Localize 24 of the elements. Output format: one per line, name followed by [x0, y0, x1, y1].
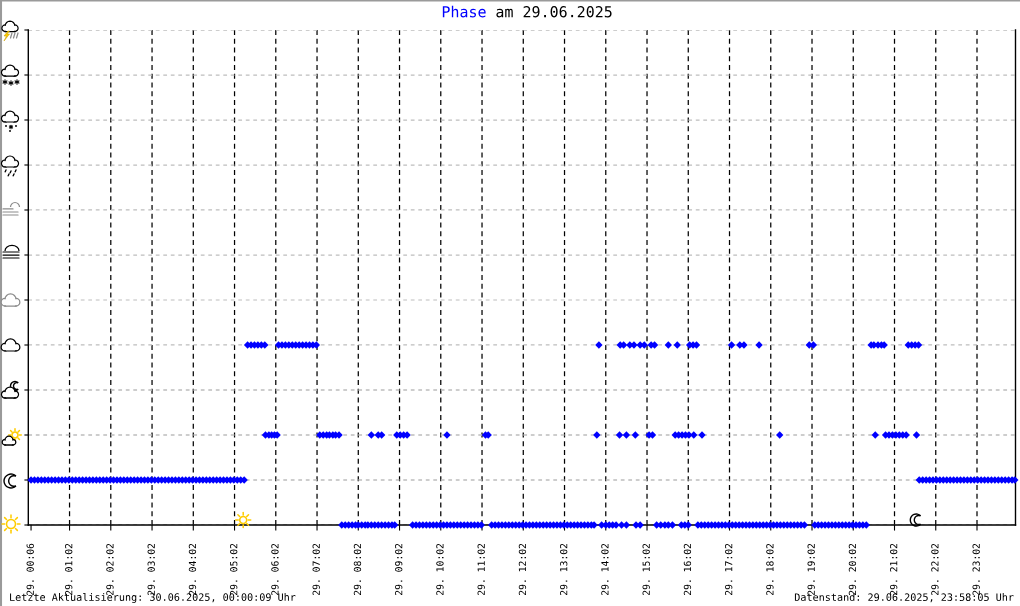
x-tick-label: 29. 12:02 [518, 543, 527, 596]
x-tick-label: 29. 15:02 [642, 543, 650, 596]
x-tick-label: 29. 07:02 [312, 543, 320, 596]
x-tick-label: 29. 19:02 [807, 543, 815, 596]
x-tick-label: 29. 09:02 [395, 543, 403, 596]
chart-title: Phase am 29.06.2025 [442, 5, 612, 18]
x-tick-label: 29. 01:02 [65, 543, 73, 596]
x-tick-label: 29. 03:02 [147, 543, 155, 596]
x-tick-label: 29. 13:02 [560, 543, 568, 596]
x-tick-label: 29. 00:06 [26, 543, 34, 596]
x-tick-label: 29. 21:02 [890, 543, 898, 596]
x-tick-label: 29. 20:02 [848, 543, 857, 596]
x-tick-label: 29. 18:02 [766, 543, 774, 596]
x-tick-label: 29. 05:02 [230, 543, 238, 596]
x-tick-label: 29. 14:02 [601, 543, 609, 596]
x-tick-label: 29. 08:02 [353, 543, 362, 596]
x-tick-label: 29. 16:02 [683, 543, 692, 596]
x-tick-label: 29. 17:02 [725, 543, 733, 596]
x-tick-label: 29. 23:02 [972, 543, 980, 596]
x-tick-label: 29. 06:02 [271, 543, 279, 596]
x-tick-label: 29. 22:02 [931, 543, 939, 596]
x-tick-label: 29. 10:02 [436, 543, 444, 596]
x-tick-label: 29. 11:02 [477, 543, 485, 596]
x-tick-label: 29. 02:02 [106, 543, 114, 596]
